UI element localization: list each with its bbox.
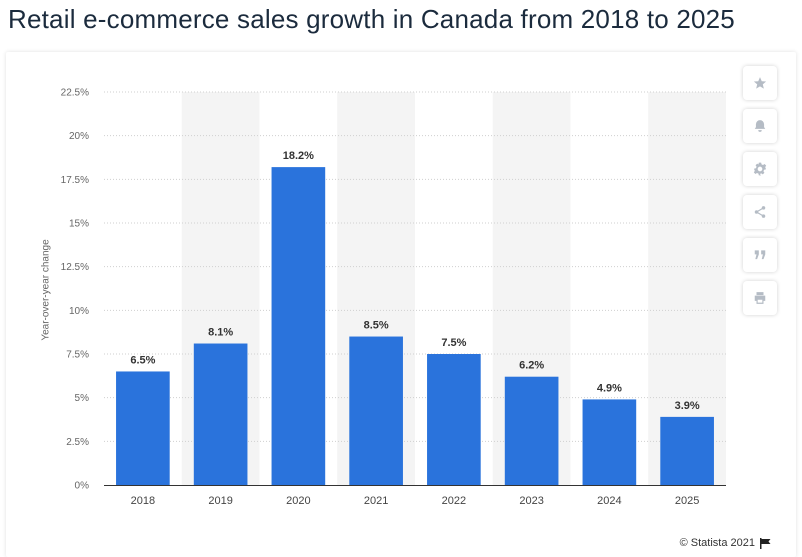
- print-icon: [754, 292, 766, 304]
- chart-title: Retail e-commerce sales growth in Canada…: [8, 4, 735, 34]
- bar-2024[interactable]: [582, 399, 637, 485]
- y-tick-label: 12.5%: [61, 262, 89, 273]
- flag-icon: [760, 537, 771, 549]
- x-tick-label: 2024: [597, 495, 621, 507]
- chart-toolbar: [743, 66, 777, 315]
- favorite-button[interactable]: [743, 66, 777, 100]
- source-credit[interactable]: © Statista 2021: [680, 537, 772, 549]
- print-button[interactable]: [743, 281, 777, 315]
- credit-text: © Statista 2021: [679, 537, 755, 549]
- data-label: 18.2%: [283, 150, 314, 162]
- x-tick-label: 2022: [442, 495, 466, 507]
- cite-button[interactable]: [743, 238, 777, 272]
- y-tick-label: 10%: [69, 306, 89, 317]
- y-tick-label: 22.5%: [61, 88, 89, 99]
- x-tick-label: 2023: [519, 495, 543, 507]
- bar-2019[interactable]: [193, 343, 248, 485]
- y-tick-label: 20%: [69, 131, 89, 142]
- quote-icon: [754, 250, 766, 260]
- y-tick-label: 17.5%: [61, 175, 89, 186]
- bar-2021[interactable]: [349, 336, 403, 485]
- data-label: 8.5%: [364, 320, 389, 332]
- data-labels: 6.5% 8.1% 18.2% 8.5% 7.5% 6.2% 4.9% 3.9%: [130, 150, 700, 412]
- y-tick-label: 5%: [75, 393, 90, 404]
- x-tick-label: 2019: [208, 495, 232, 507]
- data-label: 6.2%: [519, 360, 544, 372]
- data-label: 3.9%: [675, 400, 700, 412]
- y-tick-label: 7.5%: [66, 350, 89, 361]
- x-tick-label: 2025: [675, 495, 699, 507]
- y-axis-label: Year-over-year change: [40, 239, 52, 341]
- y-tick-label: 0%: [75, 481, 90, 492]
- data-label: 7.5%: [441, 337, 466, 349]
- star-icon: [753, 77, 767, 89]
- settings-button[interactable]: [743, 152, 777, 186]
- y-tick-label: 15%: [69, 219, 89, 230]
- x-tick-labels: 2018 2019 2020 2021 2022 2023 2024 2025: [131, 495, 700, 507]
- y-tick-label: 2.5%: [66, 437, 89, 448]
- share-icon: [754, 206, 766, 218]
- data-label: 4.9%: [597, 382, 622, 394]
- y-tick-labels: 0% 2.5% 5% 7.5% 10% 12.5% 15% 17.5% 20% 22.5%: [61, 88, 89, 492]
- x-tick-label: 2020: [286, 495, 310, 507]
- bar-2018[interactable]: [116, 371, 170, 485]
- notification-button[interactable]: [743, 109, 777, 143]
- x-tick-label: 2021: [364, 495, 388, 507]
- gear-icon: [753, 162, 767, 176]
- bar-2023[interactable]: [504, 376, 559, 485]
- share-button[interactable]: [743, 195, 777, 229]
- bell-icon: [754, 120, 766, 132]
- data-label: 8.1%: [208, 327, 233, 339]
- bar-2020[interactable]: [271, 167, 326, 485]
- bar-2022[interactable]: [427, 354, 481, 485]
- bars: [116, 167, 714, 485]
- bar-2025[interactable]: [660, 416, 714, 485]
- x-tick-label: 2018: [131, 495, 155, 507]
- data-label: 6.5%: [130, 354, 155, 366]
